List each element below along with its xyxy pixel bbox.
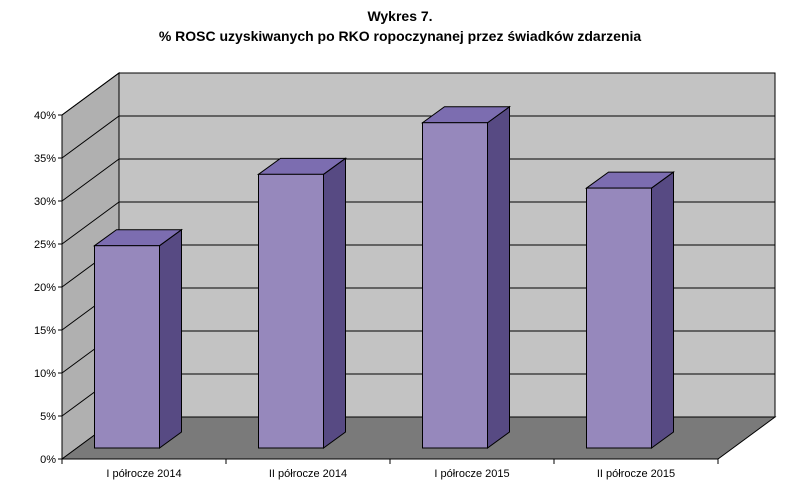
bar bbox=[258, 173, 324, 449]
x-tick-label: I półrocze 2014 bbox=[106, 468, 181, 480]
chart-subtitle: % ROSC uzyskiwanych po RKO ropoczynanej … bbox=[158, 28, 642, 44]
y-tick-label: 20% bbox=[34, 282, 56, 294]
bar-side bbox=[487, 105, 510, 449]
bar-side bbox=[159, 228, 182, 449]
x-tick-label: I półrocze 2015 bbox=[434, 468, 509, 480]
y-tick-label: 10% bbox=[34, 368, 56, 380]
bar bbox=[422, 122, 488, 449]
y-tick-label: 0% bbox=[40, 454, 56, 466]
y-tick-label: 5% bbox=[40, 411, 56, 423]
gridline-side bbox=[61, 115, 120, 159]
chart-title: Wykres 7. bbox=[367, 8, 433, 24]
gridline-side bbox=[61, 72, 120, 116]
gridline-side bbox=[61, 158, 120, 202]
y-tick-label: 15% bbox=[34, 325, 56, 337]
bar-side bbox=[651, 171, 674, 449]
y-tick-label: 35% bbox=[34, 153, 56, 165]
x-tick-label: II półrocze 2014 bbox=[269, 468, 347, 480]
y-tick-label: 30% bbox=[34, 196, 56, 208]
y-tick-label: 25% bbox=[34, 239, 56, 251]
bar-side bbox=[323, 157, 346, 449]
gridline-side bbox=[61, 201, 120, 245]
x-tick-label: II półrocze 2015 bbox=[597, 468, 675, 480]
bar bbox=[586, 187, 652, 449]
bar bbox=[94, 245, 160, 449]
y-tick-label: 40% bbox=[34, 110, 56, 122]
